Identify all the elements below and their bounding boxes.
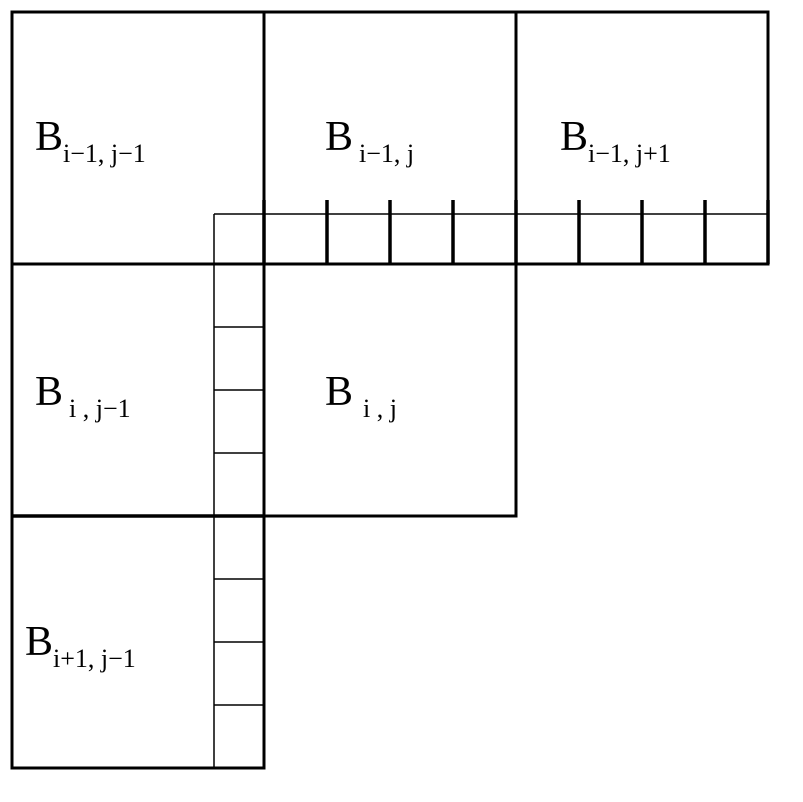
- label-b-ml-main: B: [35, 369, 63, 415]
- label-b-tc-main: B: [325, 114, 353, 160]
- label-b-tc-sub: i−1, j: [359, 139, 414, 168]
- label-b-bl-sub: i+1, j−1: [53, 644, 136, 673]
- labels: Bi−1, j−1 Bi−1, j Bi−1, j+1 Bi , j−1 Bi …: [25, 114, 671, 673]
- svg-text:Bi−1, j: Bi−1, j: [325, 114, 414, 168]
- horizontal-cell-strip: [214, 200, 768, 264]
- svg-text:Bi−1, j−1: Bi−1, j−1: [35, 114, 146, 168]
- svg-text:Bi−1, j+1: Bi−1, j+1: [560, 114, 671, 168]
- label-b-ml-sub: i , j−1: [69, 394, 131, 423]
- label-b-tl-main: B: [35, 114, 63, 160]
- label-b-tr-main: B: [560, 114, 588, 160]
- block-diagram: Bi−1, j−1 Bi−1, j Bi−1, j+1 Bi , j−1 Bi …: [0, 0, 803, 802]
- block-mc: [264, 264, 516, 516]
- svg-text:Bi , j: Bi , j: [325, 369, 397, 423]
- svg-text:Bi+1, j−1: Bi+1, j−1: [25, 619, 136, 673]
- label-b-mc-main: B: [325, 369, 353, 415]
- label-b-mc-sub: i , j: [363, 394, 397, 423]
- svg-text:Bi , j−1: Bi , j−1: [35, 369, 131, 423]
- label-b-tr-sub: i−1, j+1: [588, 139, 671, 168]
- label-b-tl-sub: i−1, j−1: [63, 139, 146, 168]
- label-b-bl-main: B: [25, 619, 53, 665]
